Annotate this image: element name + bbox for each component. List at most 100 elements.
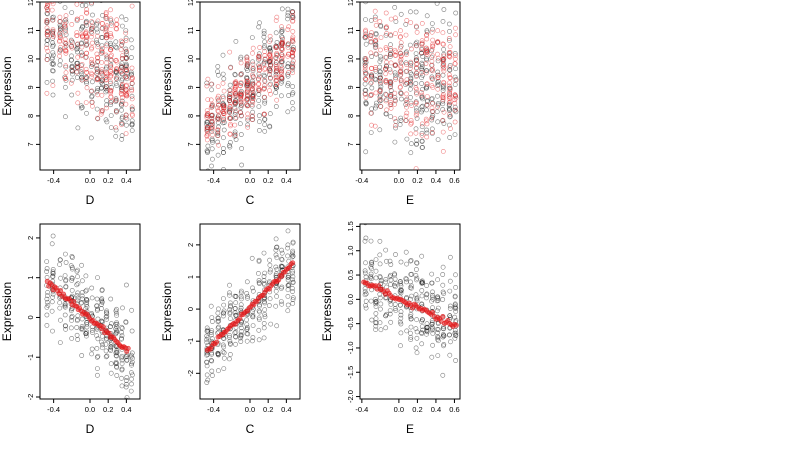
red-point <box>452 56 458 62</box>
black-point <box>84 333 89 339</box>
black-point <box>447 278 453 284</box>
black-point <box>452 108 458 113</box>
red-point <box>290 9 296 15</box>
black-point <box>124 381 129 387</box>
black-point <box>429 327 435 333</box>
black-point <box>89 285 95 291</box>
red-point <box>435 55 441 61</box>
fit-point <box>125 345 131 351</box>
red-point <box>129 77 135 82</box>
black-point <box>453 284 458 290</box>
black-point <box>408 279 413 285</box>
red-point <box>75 100 81 106</box>
black-point <box>452 132 458 137</box>
black-point <box>104 311 110 316</box>
black-point <box>103 314 109 320</box>
red-point <box>89 71 95 77</box>
black-point <box>377 238 383 244</box>
black-point <box>51 14 56 20</box>
red-point <box>108 94 114 100</box>
black-point <box>238 325 244 331</box>
red-point <box>227 110 232 116</box>
fit-point <box>438 318 444 324</box>
red-point <box>373 44 379 50</box>
black-point <box>374 180 378 184</box>
black-point <box>407 314 413 319</box>
red-point <box>257 45 263 50</box>
black-point <box>128 388 134 394</box>
red-point <box>256 54 261 60</box>
red-point <box>387 80 393 86</box>
red-point <box>95 55 100 61</box>
red-point <box>57 49 62 55</box>
black-point <box>414 298 420 303</box>
red-point <box>447 64 453 70</box>
black-point <box>238 105 244 110</box>
black-point <box>257 302 262 308</box>
red-point <box>119 95 125 101</box>
black-point <box>377 306 383 312</box>
red-point <box>414 91 419 97</box>
black-point <box>363 260 368 266</box>
black-point <box>261 34 267 40</box>
black-point <box>57 340 63 345</box>
fit-point <box>214 339 220 345</box>
black-point <box>108 344 114 350</box>
red-point <box>278 57 284 62</box>
black-point <box>387 258 393 264</box>
black-point <box>398 96 404 102</box>
red-point <box>262 56 268 62</box>
black-point <box>262 39 267 45</box>
black-point <box>388 114 393 119</box>
red-point <box>44 25 50 31</box>
black-point <box>220 120 226 126</box>
red-point <box>107 79 113 84</box>
x-tick-label: -0.4 <box>207 176 220 185</box>
red-point <box>377 75 383 81</box>
red-point <box>108 87 114 93</box>
red-point <box>99 49 105 55</box>
black-point <box>51 0 55 1</box>
black-point <box>414 275 420 281</box>
black-point <box>75 274 80 280</box>
black-point <box>419 62 425 67</box>
black-point <box>430 76 436 82</box>
black-point <box>50 68 56 74</box>
red-point <box>413 113 419 118</box>
black-point <box>398 118 404 123</box>
red-point <box>273 18 279 23</box>
red-point <box>267 88 272 94</box>
black-point <box>377 59 383 64</box>
black-point <box>274 266 280 272</box>
black-point <box>447 306 453 311</box>
black-point <box>398 259 404 265</box>
red-point <box>62 23 68 29</box>
black-point <box>414 73 420 79</box>
black-point <box>95 316 101 322</box>
y-tick-label: 1 <box>26 276 35 280</box>
black-point <box>398 321 404 327</box>
red-point <box>44 5 50 10</box>
red-point <box>215 93 221 99</box>
black-point <box>440 297 446 302</box>
black-point <box>378 84 384 89</box>
red-point <box>290 18 295 24</box>
red-point <box>205 76 211 82</box>
black-point <box>285 277 291 283</box>
black-point <box>363 274 369 280</box>
black-point <box>278 59 284 64</box>
black-point <box>95 29 100 35</box>
red-point <box>79 33 85 39</box>
red-point <box>372 123 378 129</box>
red-point <box>414 57 419 63</box>
black-point <box>398 68 404 74</box>
red-point <box>452 119 458 125</box>
black-point <box>398 281 404 287</box>
x-tick-label: 0.4 <box>431 405 441 414</box>
red-point <box>429 46 435 52</box>
y-tick-label: -1 <box>26 354 35 361</box>
points-group <box>362 2 459 184</box>
black-point <box>94 345 100 351</box>
